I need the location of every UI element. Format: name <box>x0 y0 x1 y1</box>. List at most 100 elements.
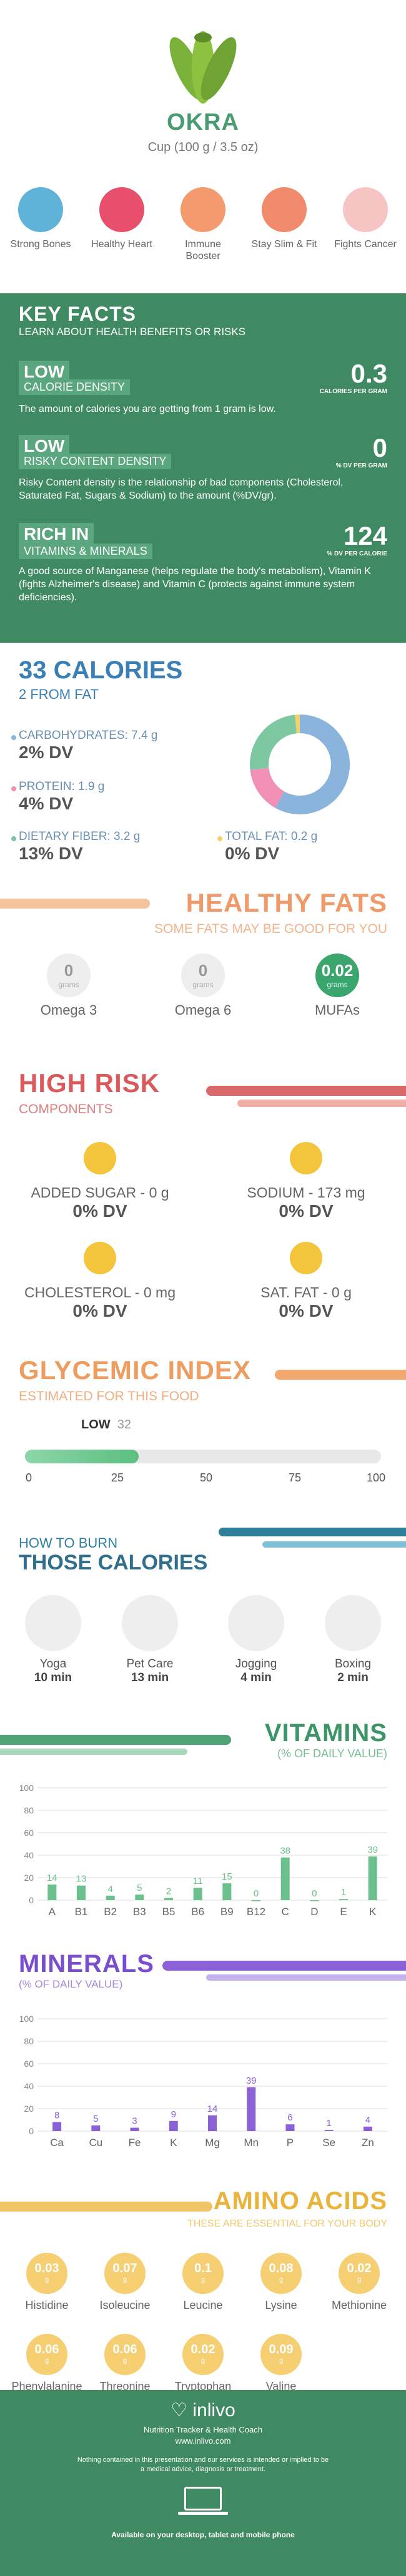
vitamins-subtitle: (% OF DAILY VALUE) <box>277 1747 387 1760</box>
bar-e <box>339 1899 348 1900</box>
fact-unit: % DV PER GRAM <box>335 462 387 469</box>
fat-value: 0.02 <box>321 961 354 980</box>
dog-walk-icon <box>122 1595 178 1651</box>
serving-size: Cup (100 g / 3.5 oz) <box>147 140 259 154</box>
x-tick-label: D <box>310 1906 318 1918</box>
risk-sat-fat: SAT. FAT - 0 g 0% DV <box>225 1242 387 1321</box>
amino-badge: 0.02 g <box>339 2253 380 2294</box>
decor-stripe <box>206 1086 406 1096</box>
amino-value: 0.06 <box>112 2343 137 2356</box>
minerals-bar-chart: 100 80 60 40 20 0 8 Ca 5 Cu 3 Fe 9 K 14 Mg 39 Mn 6 P 1 Se 4 Zn <box>19 2014 387 2149</box>
x-tick-label: Ca <box>50 2137 64 2149</box>
bar-value-label: 0 <box>254 1888 259 1899</box>
bar-mn <box>247 2087 256 2131</box>
y-tick-label: 40 <box>24 1850 34 1860</box>
high-risk-subtitle: COMPONENTS <box>19 1102 113 1116</box>
benefit-label: Stay Slim & Fit <box>251 239 317 250</box>
amino-value: 0.09 <box>269 2343 294 2356</box>
decor-stripe <box>0 2202 212 2212</box>
burn-label: Boxing <box>334 1657 372 1671</box>
benefit-fights-cancer: Fights Cancer <box>331 187 400 250</box>
burn-label: Yoga <box>39 1657 67 1671</box>
decor-stripe <box>206 1974 406 1981</box>
brand-logo: ♡ inlivo <box>171 2400 235 2421</box>
high-risk-title: HIGH RISK <box>19 1068 161 1098</box>
bar-b12 <box>252 1900 260 1901</box>
brand-tagline: Nutrition Tracker & Health Coach <box>143 2425 263 2434</box>
calorie-donut-chart <box>250 715 350 814</box>
risk-label: ADDED SUGAR - 0 g <box>31 1184 169 1201</box>
decor-stripe <box>0 1735 231 1745</box>
fact-unit: CALORIES PER GRAM <box>319 388 387 395</box>
legend-dot <box>11 786 16 791</box>
donut-slice-total-fat <box>295 715 300 734</box>
nutrient-dv: 13% DV <box>19 844 83 863</box>
bar-value-label: 1 <box>326 2118 331 2129</box>
fat-unit: grams <box>192 980 214 989</box>
minerals-title: MINERALS <box>19 1950 154 1978</box>
benefit-label: Immune Booster <box>185 239 221 261</box>
x-tick-label: B2 <box>104 1906 117 1918</box>
smiley-icon <box>290 1242 322 1274</box>
amino-item-threonine: 0.06 g Threonine <box>87 2334 162 2393</box>
fact-value: 0 <box>372 433 387 462</box>
fat-item-mufas: 0.02 grams MUFAs <box>300 954 375 1018</box>
bar-k <box>368 1856 377 1900</box>
x-tick-label: Se <box>322 2137 335 2149</box>
burn-boxing: Boxing 2 min <box>319 1595 387 1685</box>
burn-time: 2 min <box>337 1671 369 1684</box>
bar-d <box>310 1900 319 1901</box>
bar-a <box>47 1884 57 1900</box>
risk-label: CHOLESTEROL - 0 mg <box>24 1284 176 1300</box>
x-tick-label: Zn <box>362 2137 374 2149</box>
yoga-icon <box>25 1595 81 1651</box>
bar-b1 <box>77 1885 86 1900</box>
nutrient-carbs: CARBOHYDRATES: 7.4 g 2% DV <box>19 729 157 763</box>
x-tick-label: B3 <box>133 1906 146 1918</box>
bar-k <box>169 2120 178 2131</box>
amino-subtitle: THESE ARE ESSENTIAL FOR YOUR BODY <box>187 2218 387 2229</box>
amino-label: Phenylalanine <box>11 2380 82 2393</box>
x-tick-label: K <box>369 1906 377 1918</box>
donut-slice-carbohydrates <box>275 715 350 814</box>
amino-item-valine: 0.09 g Valine <box>244 2334 319 2393</box>
legend-dot <box>217 836 222 841</box>
risk-label: SODIUM - 173 mg <box>247 1184 365 1201</box>
bar-value-label: 4 <box>107 1884 112 1895</box>
amino-badge: 0.02 g <box>182 2334 224 2375</box>
amino-item-lysine: 0.08 g Lysine <box>244 2253 319 2312</box>
x-tick-label: Cu <box>89 2137 102 2149</box>
donut-slice-dietary-fiber <box>250 715 297 770</box>
brand-name: inlivo <box>192 2400 235 2421</box>
benefit-label: Strong Bones <box>10 239 71 250</box>
burn-yoga: Yoga 10 min <box>19 1595 87 1685</box>
y-tick-label: 0 <box>29 1895 34 1905</box>
x-tick-label: B1 <box>75 1906 88 1918</box>
bar-value-label: 5 <box>137 1883 142 1893</box>
x-tick-label: B12 <box>247 1906 265 1918</box>
gi-bar-fill <box>25 1450 139 1463</box>
brand-url[interactable]: www.inlivo.com <box>175 2436 231 2446</box>
bar-value-label: 14 <box>47 1873 57 1883</box>
bar-value-label: 5 <box>93 2114 98 2124</box>
bar-b6 <box>193 1888 202 1900</box>
decor-stripe <box>162 1961 406 1971</box>
amino-item-histidine: 0.03 g Histidine <box>9 2253 84 2312</box>
vitamins-title: VITAMINS <box>264 1719 387 1747</box>
burn-time: 13 min <box>131 1671 169 1684</box>
y-tick-label: 80 <box>24 1805 34 1815</box>
footer-availability: Available on your desktop, tablet and mo… <box>111 2530 295 2539</box>
x-tick-label: B9 <box>220 1906 234 1918</box>
bar-value-label: 15 <box>222 1871 232 1882</box>
fat-unit: grams <box>327 980 348 989</box>
amino-label: Valine <box>265 2380 297 2393</box>
smiley-icon <box>290 1142 322 1174</box>
amino-value: 0.07 <box>112 2261 137 2275</box>
bar-p <box>285 2124 295 2131</box>
fat-label: MUFAs <box>314 1002 360 1018</box>
bar-c <box>280 1857 290 1900</box>
header: OKRA Cup (100 g / 3.5 oz) Strong Bones H… <box>0 0 406 293</box>
bar-b3 <box>135 1895 144 1900</box>
benefit-label: Fights Cancer <box>334 239 397 250</box>
fact-tag-vitamins-minerals: RICH IN <box>19 523 94 545</box>
